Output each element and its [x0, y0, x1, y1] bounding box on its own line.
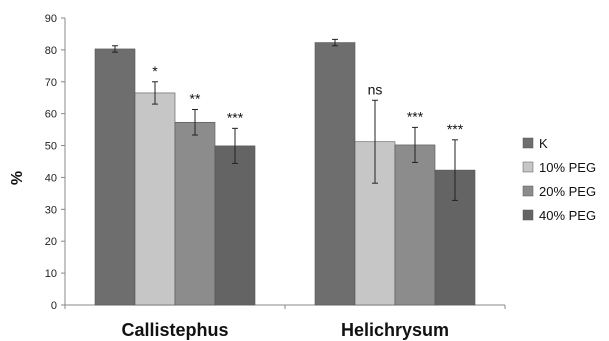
significance-labels: ******ns******	[152, 63, 463, 137]
x-category-label: Helichrysum	[341, 320, 449, 340]
bars	[94, 42, 476, 306]
legend-label: K	[539, 136, 548, 151]
significance-label: ***	[407, 108, 424, 124]
legend-label: 20% PEG	[539, 184, 596, 199]
significance-label: ns	[368, 81, 383, 97]
y-tick-label: 10	[45, 268, 57, 280]
bar	[214, 145, 256, 306]
legend-label: 40% PEG	[539, 208, 596, 223]
significance-label: *	[152, 63, 158, 79]
bar	[134, 92, 176, 306]
legend-label: 10% PEG	[539, 160, 596, 175]
legend-swatch	[522, 209, 534, 221]
y-tick-label: 40	[45, 172, 57, 184]
y-axis-title: %	[9, 171, 26, 185]
y-tick-label: 0	[51, 300, 57, 312]
bar	[314, 42, 356, 306]
y-tick-label: 50	[45, 141, 57, 153]
bar	[174, 121, 216, 306]
significance-label: ***	[227, 109, 244, 125]
legend-swatch	[522, 185, 534, 197]
y-tick-label: 70	[45, 77, 57, 89]
significance-label: **	[190, 91, 201, 107]
y-tick-label: 80	[45, 45, 57, 57]
bar	[394, 144, 436, 306]
significance-label: ***	[447, 121, 464, 137]
legend-swatch	[522, 161, 534, 173]
bar	[94, 48, 136, 306]
error-bars	[112, 38, 458, 201]
axes: 0 10 20 30 40 50 60 70 80 90% Callistephus Helichry…	[9, 13, 506, 340]
y-tick-label: 90	[45, 13, 57, 25]
x-category-label: Callistephus	[121, 320, 228, 340]
y-tick-label: 30	[45, 204, 57, 216]
y-tick-label: 20	[45, 236, 57, 248]
legend-swatch	[522, 137, 534, 149]
y-tick-label: 60	[45, 109, 57, 121]
legend: K 10% PEG 20% PEG 40% PEG	[522, 136, 596, 223]
